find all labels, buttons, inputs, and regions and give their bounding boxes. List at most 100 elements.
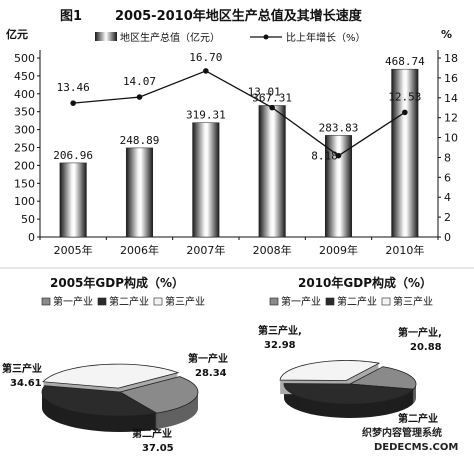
y-axis-ticks: 0 50 100 150 200 250 300 350 400 450 500 <box>14 52 40 244</box>
x-tick-label: 2007年 <box>186 243 225 257</box>
y-tick-label: 350 <box>14 106 35 119</box>
growth-point <box>335 152 342 159</box>
plot-frame <box>39 50 439 238</box>
growth-value-label: 14.07 <box>123 75 156 88</box>
bar-value-label: 319.31 <box>186 109 226 122</box>
bar-value-label: 367.31 <box>252 92 292 105</box>
pie-2005-label-third-name: 第三产业 <box>2 362 42 375</box>
y-tick-label: 150 <box>14 177 35 190</box>
y2-tick-label: 12 <box>444 112 458 125</box>
bar-chart-legend: 地区生产总值（亿元） 比上年增长（%） <box>95 31 366 44</box>
pie-slice-第一产业 <box>118 376 199 414</box>
y2-tick-label: 18 <box>444 52 458 65</box>
bar-value-label: 248.89 <box>120 134 160 147</box>
y-axis-unit: 亿元 <box>6 27 28 41</box>
pie-2010 <box>279 360 417 418</box>
bar-series <box>59 68 419 238</box>
bar-value-labels: 206.96 248.89 319.31 367.31 283.83 468.74 <box>53 55 425 162</box>
y-tick-label: 100 <box>14 195 35 208</box>
y-tick-label: 450 <box>14 70 35 83</box>
y2-tick-label: 8 <box>444 151 451 164</box>
growth-point <box>402 109 408 116</box>
growth-value-labels: 13.46 14.07 16.70 13.01 8.18 12.53 <box>57 51 422 163</box>
y-tick-label: 50 <box>21 213 35 226</box>
y-tick-label: 200 <box>14 159 35 172</box>
x-axis-ticks: 2005年 2006年 2007年 2008年 2009年 2010年 <box>39 237 439 257</box>
pie-2005-label-third-value: 34.61 <box>10 378 42 389</box>
pie-slice-第三产业 <box>42 363 180 389</box>
legend-swatch <box>153 297 163 306</box>
x-tick-label: 2008年 <box>253 243 292 257</box>
legend-line-label: 比上年增长（%） <box>286 31 366 44</box>
legend-swatch <box>97 297 107 306</box>
y2-tick-label: 16 <box>444 72 458 85</box>
pie-2010-label-third-value: 32.98 <box>264 340 296 351</box>
y-tick-label: 500 <box>14 52 35 65</box>
x-tick-label: 2006年 <box>120 243 159 257</box>
pie-2005-title: 2005年GDP构成（%） <box>50 275 184 290</box>
y-tick-label: 0 <box>28 231 35 244</box>
y-tick-label: 400 <box>14 88 35 101</box>
bar <box>391 68 419 238</box>
legend-swatch <box>381 297 391 306</box>
growth-line <box>73 70 406 157</box>
y2-tick-label: 14 <box>444 92 458 105</box>
watermark-line1: 织梦内容管理系统 <box>362 426 442 439</box>
growth-line-series <box>70 68 408 159</box>
bar-value-label: 468.74 <box>385 55 425 68</box>
legend-label: 第一产业 <box>281 295 321 308</box>
growth-point <box>269 104 275 111</box>
legend-label: 第三产业 <box>165 295 205 308</box>
growth-value-label: 13.46 <box>57 81 90 94</box>
pie-2005-labels: 第三产业 34.61 第一产业 28.34 第二产业 37.05 <box>2 352 228 454</box>
growth-value-label: 16.70 <box>189 51 222 64</box>
y-tick-label: 250 <box>14 142 35 155</box>
bar-value-label: 283.83 <box>319 121 359 134</box>
pie-2005-label-second-value: 37.05 <box>142 443 174 454</box>
figure-title: 2005-2010年地区生产总值及其增长速度 <box>115 8 363 24</box>
y2-axis-unit: % <box>441 28 452 41</box>
bar <box>192 122 220 238</box>
bar <box>59 162 87 238</box>
x-tick-label: 2009年 <box>319 243 358 257</box>
legend-line-marker <box>263 34 269 40</box>
pie-2005-label-first-value: 28.34 <box>195 368 227 379</box>
pie-2010-label-third-name: 第三产业, <box>258 324 302 337</box>
x-tick-label: 2005年 <box>54 243 93 257</box>
x-tick-label: 2010年 <box>385 243 424 257</box>
y2-tick-label: 10 <box>444 132 458 145</box>
pie-2005 <box>41 363 199 432</box>
y2-axis-ticks: 0 2 4 6 8 10 12 14 16 18 <box>438 52 458 244</box>
growth-value-label: 12.53 <box>388 90 421 103</box>
legend-label: 第一产业 <box>53 295 93 308</box>
pie-slice-第一产业 <box>348 366 417 390</box>
pie-2010-labels: 第三产业, 32.98 第一产业, 20.88 第二产业 <box>258 324 442 425</box>
bar <box>258 105 286 238</box>
bar <box>125 147 154 238</box>
growth-point <box>70 100 76 106</box>
legend-label: 第二产业 <box>337 295 377 308</box>
growth-value-label: 13.01 <box>248 86 281 99</box>
y-tick-label: 300 <box>14 124 35 137</box>
legend-bar-label: 地区生产总值（亿元） <box>120 31 220 44</box>
legend-label: 第二产业 <box>109 295 149 308</box>
pie-2010-title: 2010年GDP构成（%） <box>298 275 432 290</box>
pie-2010-label-first-value: 20.88 <box>410 342 442 353</box>
y2-tick-label: 6 <box>444 171 451 184</box>
pie-2010-legend: 第一产业 第二产业 第三产业 <box>269 295 433 308</box>
legend-bar-swatch <box>95 32 117 41</box>
legend-swatch <box>41 297 51 306</box>
pie-slice-第三产业 <box>279 360 381 381</box>
y2-tick-label: 4 <box>444 191 451 204</box>
growth-point <box>136 94 143 100</box>
growth-point <box>203 68 209 74</box>
pie-2010-label-second-name: 第二产业 <box>398 412 438 425</box>
pie-slice-第二产业 <box>41 385 158 417</box>
figure-label: 图1 <box>60 9 82 24</box>
legend-swatch <box>325 297 335 306</box>
pie-2005-legend: 第一产业 第二产业 第三产业 <box>41 295 205 308</box>
legend-swatch <box>269 297 279 306</box>
pie-2005-label-first-name: 第一产业 <box>188 352 228 365</box>
